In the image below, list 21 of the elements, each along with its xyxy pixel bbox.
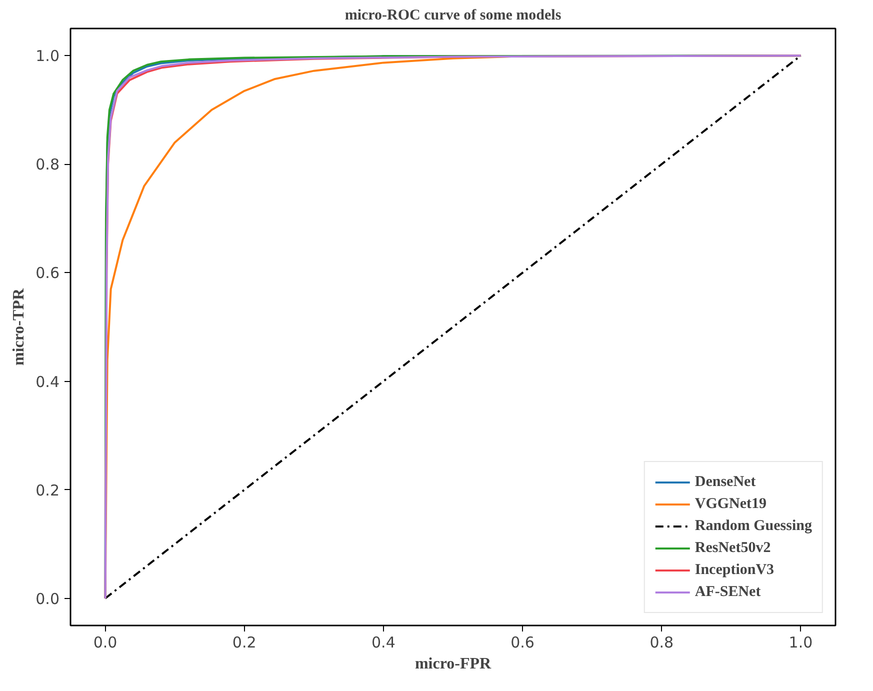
y-axis-title: micro-TPR (10, 288, 28, 366)
legend-label: AF-SENet (694, 584, 761, 600)
x-tick-label: 0.2 (232, 634, 256, 652)
chart-title: micro-ROC curve of some models (344, 8, 562, 24)
y-tick-label: 0.2 (36, 481, 60, 500)
legend-label: DenseNet (694, 474, 756, 490)
y-tick-label: 0.8 (36, 156, 60, 174)
legend-label: ResNet50v2 (694, 540, 771, 556)
x-tick-label: 0.6 (510, 634, 534, 652)
x-axis-title: micro-FPR (414, 656, 492, 672)
x-tick-label: 0.0 (93, 634, 118, 652)
y-tick-label: 0.0 (36, 590, 60, 608)
legend-label: Random Guessing (694, 518, 812, 534)
y-tick-label: 0.4 (36, 372, 60, 391)
legend-label: VGGNet19 (694, 496, 767, 512)
x-tick-label: 0.8 (650, 634, 674, 652)
x-tick-label: 1.0 (788, 634, 813, 652)
y-tick-label: 0.6 (36, 264, 60, 282)
y-tick-label: 1.0 (36, 47, 60, 66)
legend-label: InceptionV3 (694, 562, 774, 578)
x-tick-label: 0.4 (372, 634, 396, 652)
